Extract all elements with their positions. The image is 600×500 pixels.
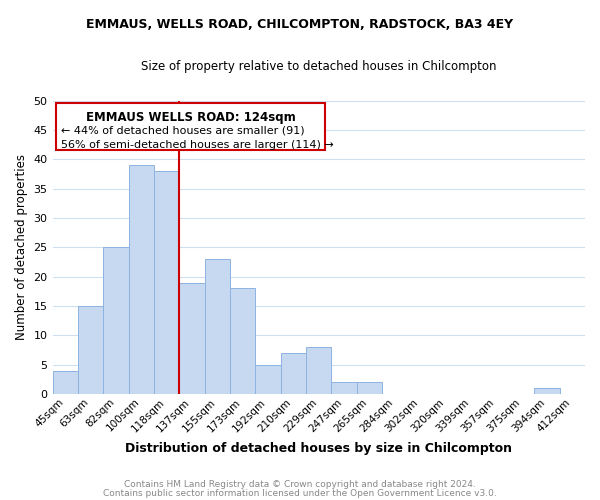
Text: 56% of semi-detached houses are larger (114) →: 56% of semi-detached houses are larger (… <box>61 140 334 150</box>
Text: EMMAUS WELLS ROAD: 124sqm: EMMAUS WELLS ROAD: 124sqm <box>86 110 296 124</box>
Text: Contains HM Land Registry data © Crown copyright and database right 2024.: Contains HM Land Registry data © Crown c… <box>124 480 476 489</box>
Text: ← 44% of detached houses are smaller (91): ← 44% of detached houses are smaller (91… <box>61 126 305 136</box>
FancyBboxPatch shape <box>56 104 325 150</box>
Bar <box>281 353 306 394</box>
Bar <box>179 282 205 394</box>
Bar <box>331 382 357 394</box>
X-axis label: Distribution of detached houses by size in Chilcompton: Distribution of detached houses by size … <box>125 442 512 455</box>
Text: Contains public sector information licensed under the Open Government Licence v3: Contains public sector information licen… <box>103 489 497 498</box>
Bar <box>103 248 128 394</box>
Bar <box>205 259 230 394</box>
Bar <box>357 382 382 394</box>
Bar <box>154 171 179 394</box>
Bar <box>256 364 281 394</box>
Bar <box>230 288 256 394</box>
Bar <box>306 347 331 394</box>
Text: EMMAUS, WELLS ROAD, CHILCOMPTON, RADSTOCK, BA3 4EY: EMMAUS, WELLS ROAD, CHILCOMPTON, RADSTOC… <box>86 18 514 30</box>
Y-axis label: Number of detached properties: Number of detached properties <box>15 154 28 340</box>
Bar <box>78 306 103 394</box>
Bar <box>534 388 560 394</box>
Title: Size of property relative to detached houses in Chilcompton: Size of property relative to detached ho… <box>141 60 497 73</box>
Bar <box>53 370 78 394</box>
Bar <box>128 165 154 394</box>
